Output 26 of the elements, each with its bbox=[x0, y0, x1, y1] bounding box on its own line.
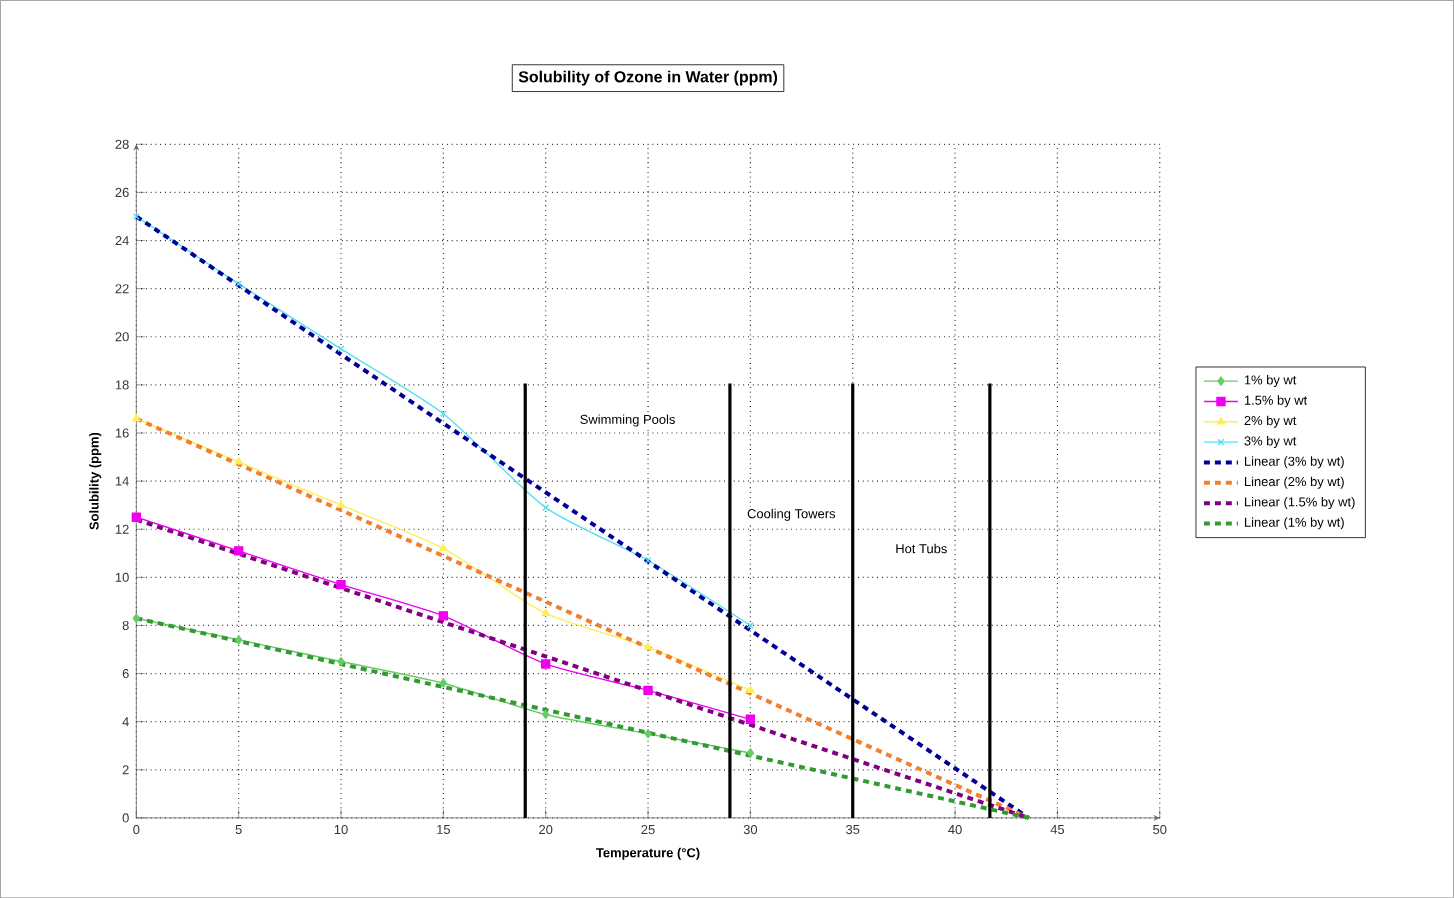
point bbox=[438, 611, 449, 621]
point bbox=[745, 714, 756, 724]
point bbox=[439, 543, 448, 552]
point bbox=[337, 345, 345, 353]
point bbox=[746, 748, 755, 758]
point bbox=[132, 613, 141, 623]
point bbox=[234, 457, 243, 465]
point bbox=[643, 642, 653, 650]
point bbox=[439, 678, 448, 688]
point bbox=[644, 556, 652, 564]
point bbox=[644, 728, 652, 739]
point bbox=[542, 503, 550, 511]
point bbox=[131, 512, 142, 522]
point bbox=[132, 413, 141, 422]
point bbox=[235, 280, 243, 288]
point bbox=[336, 500, 346, 508]
point bbox=[746, 685, 755, 693]
point bbox=[541, 608, 550, 616]
point bbox=[235, 635, 243, 645]
point bbox=[439, 410, 447, 418]
point bbox=[234, 546, 244, 556]
point bbox=[337, 656, 345, 667]
point bbox=[643, 685, 653, 695]
point bbox=[336, 579, 346, 590]
point bbox=[541, 659, 551, 669]
point bbox=[542, 709, 550, 720]
